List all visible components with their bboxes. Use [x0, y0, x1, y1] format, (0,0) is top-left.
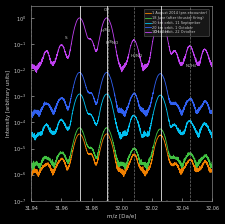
Text: N$_2$H$_4$: N$_2$H$_4$: [185, 63, 197, 70]
1 August 2014 (pre-encounter): [211, 171, 214, 173]
10 km orbit, 22 October: [35, 71, 38, 74]
20 km orbit, 1 October: [31, 116, 34, 119]
Text: H$^{18}$NO: H$^{18}$NO: [105, 39, 120, 48]
20 km orbit, 11 September: [208, 129, 210, 131]
1 August 2014 (pre-encounter): [188, 158, 191, 161]
20 km orbit, 1 October: [208, 107, 210, 109]
1 August 2014 (pre-encounter): [99, 146, 102, 149]
X-axis label: m/z [Da/e]: m/z [Da/e]: [107, 213, 137, 218]
10 km orbit, 22 October: [51, 62, 53, 65]
20 km orbit, 1 October: [61, 97, 64, 100]
20 km orbit, 11 September: [107, 94, 110, 97]
20 km orbit, 11 September: [211, 135, 214, 138]
1 August 2014 (pre-encounter): [51, 171, 53, 173]
Text: H$^{18}$O: H$^{18}$O: [100, 27, 112, 36]
20 km orbit, 1 October: [51, 108, 53, 111]
10 km orbit, 22 October: [211, 67, 214, 69]
20 km orbit, 1 October: [30, 112, 33, 115]
20 km orbit, 11 September: [78, 93, 81, 95]
1 August 2014 (pre-encounter): [30, 176, 33, 178]
18 June (after thruster firing): [30, 164, 33, 166]
Line: 20 km orbit, 11 September: 20 km orbit, 11 September: [31, 94, 212, 140]
20 km orbit, 11 September: [61, 119, 64, 122]
Text: CH$_3$OH: CH$_3$OH: [153, 29, 169, 36]
1 August 2014 (pre-encounter): [208, 169, 210, 172]
Line: 10 km orbit, 22 October: 10 km orbit, 22 October: [31, 18, 212, 72]
20 km orbit, 11 September: [51, 131, 53, 133]
10 km orbit, 22 October: [30, 67, 33, 70]
20 km orbit, 1 October: [188, 98, 191, 101]
Legend: 1 August 2014 (pre-encounter), 18 June (after thruster firing), 20 km orbit, 11 : 1 August 2014 (pre-encounter), 18 June (…: [144, 9, 209, 36]
20 km orbit, 11 September: [188, 120, 191, 122]
18 June (after thruster firing): [51, 163, 53, 166]
Text: S: S: [65, 36, 67, 39]
10 km orbit, 22 October: [208, 57, 210, 59]
10 km orbit, 22 October: [188, 45, 191, 48]
1 August 2014 (pre-encounter): [61, 157, 64, 160]
20 km orbit, 11 September: [34, 139, 36, 141]
10 km orbit, 22 October: [99, 30, 102, 33]
18 June (after thruster firing): [99, 139, 102, 142]
1 August 2014 (pre-encounter): [107, 134, 110, 137]
1 August 2014 (pre-encounter): [105, 133, 108, 135]
18 June (after thruster firing): [61, 152, 64, 155]
Text: O$_2$: O$_2$: [103, 6, 109, 14]
1 August 2014 (pre-encounter): [30, 171, 33, 174]
20 km orbit, 1 October: [79, 71, 81, 74]
18 June (after thruster firing): [208, 159, 210, 162]
Line: 18 June (after thruster firing): 18 June (after thruster firing): [31, 128, 212, 170]
20 km orbit, 1 October: [99, 84, 102, 87]
20 km orbit, 11 September: [99, 106, 102, 109]
10 km orbit, 22 October: [61, 44, 64, 47]
10 km orbit, 22 October: [107, 18, 110, 21]
Line: 1 August 2014 (pre-encounter): 1 August 2014 (pre-encounter): [31, 134, 212, 177]
Y-axis label: Intensity [arbitrary units]: Intensity [arbitrary units]: [6, 70, 11, 137]
20 km orbit, 1 October: [211, 111, 214, 113]
18 June (after thruster firing): [211, 164, 214, 166]
20 km orbit, 1 October: [107, 73, 110, 75]
Text: H$_2$NO: H$_2$NO: [130, 52, 143, 60]
10 km orbit, 22 October: [78, 17, 81, 19]
18 June (after thruster firing): [78, 126, 81, 129]
18 June (after thruster firing): [107, 128, 110, 131]
18 June (after thruster firing): [32, 168, 34, 171]
20 km orbit, 11 September: [30, 134, 33, 137]
Line: 20 km orbit, 1 October: 20 km orbit, 1 October: [31, 72, 212, 117]
18 June (after thruster firing): [188, 153, 191, 155]
